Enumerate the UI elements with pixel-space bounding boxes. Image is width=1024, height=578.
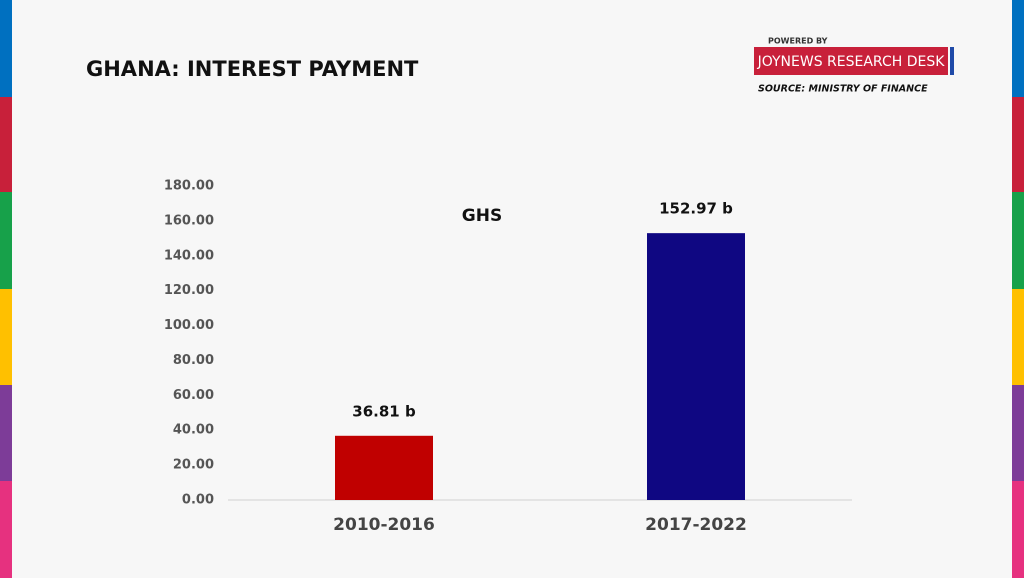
y-tick-label: 180.00 (164, 179, 214, 194)
y-tick-label: 140.00 (164, 248, 214, 263)
stripe (0, 385, 12, 481)
stripe (0, 192, 12, 289)
y-tick-label: 60.00 (173, 388, 214, 403)
bar (335, 435, 433, 500)
annotation: GHS (462, 206, 502, 226)
right-stripes (1012, 0, 1024, 578)
y-tick-label: 20.00 (173, 458, 214, 473)
stripe (0, 97, 12, 192)
stripe (1012, 97, 1024, 192)
chart-title: GHANA: INTEREST PAYMENT (86, 57, 419, 81)
stripe (0, 0, 12, 97)
y-tick-label: 40.00 (173, 423, 214, 438)
stripe (1012, 385, 1024, 481)
value-label: 36.81 b (352, 402, 416, 420)
bar (647, 233, 745, 500)
x-tick-label: 2017-2022 (645, 515, 747, 535)
left-stripes (0, 0, 12, 578)
y-tick-label: 0.00 (182, 493, 214, 508)
brand-accent (950, 47, 954, 75)
y-tick-label: 80.00 (173, 353, 214, 368)
stripe (1012, 0, 1024, 97)
source: SOURCE: MINISTRY OF FINANCE (758, 84, 928, 95)
stripe (1012, 289, 1024, 385)
y-tick-label: 120.00 (164, 283, 214, 298)
y-tick-label: 100.00 (164, 318, 214, 333)
stripe (0, 289, 12, 385)
stripe (0, 481, 12, 578)
stripe (1012, 192, 1024, 289)
brand-box (754, 47, 948, 75)
value-label: 152.97 b (659, 200, 733, 218)
x-tick-label: 2010-2016 (333, 515, 435, 535)
brand: JOYNEWS RESEARCH DESK (757, 54, 946, 70)
y-tick-label: 160.00 (164, 213, 214, 228)
powered-by: POWERED BY (768, 37, 828, 46)
stripe (1012, 481, 1024, 578)
